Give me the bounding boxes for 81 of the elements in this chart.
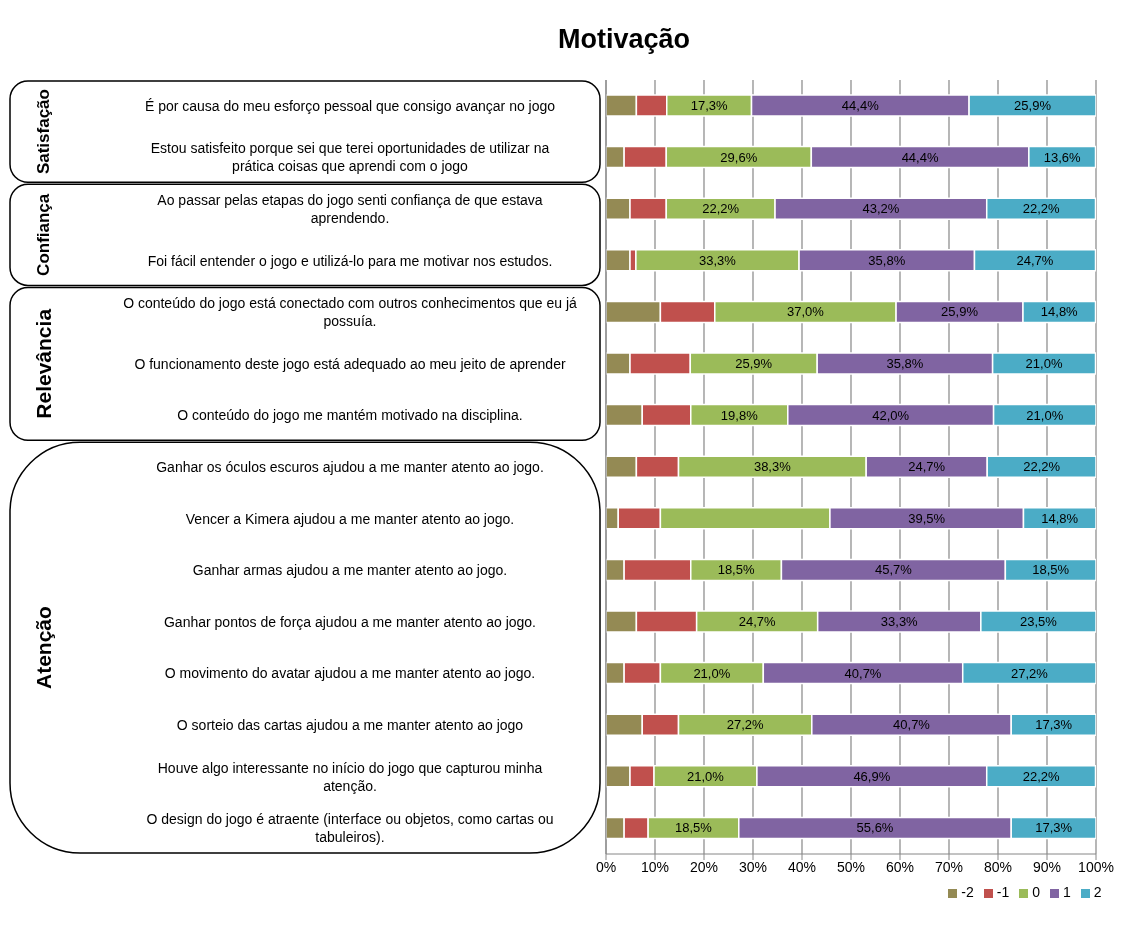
- x-tick-label: 0%: [595, 858, 617, 875]
- data-label: 24,7%: [908, 459, 946, 475]
- data-label: 27,2%: [726, 717, 765, 733]
- data-label: 18,5%: [675, 820, 713, 836]
- data-label: 22,2%: [1022, 201, 1060, 217]
- y-tick-label: Houve algo interessante no início do jogo que capturou minha atenção.: [157, 759, 543, 794]
- data-label: 55,6%: [856, 820, 894, 836]
- x-tick-label: 30%: [738, 858, 768, 875]
- data-label: 19,8%: [720, 407, 759, 423]
- data-label: 21,0%: [693, 665, 731, 681]
- data-label: 13,6%: [1043, 149, 1082, 165]
- legend-label: -2: [961, 884, 974, 900]
- y-tick-label: O design do jogo é atraente (interface ou objetos, como cartas ou tabuleiros).: [146, 811, 554, 846]
- text: Confiança: [34, 193, 54, 276]
- data-label: 46,9%: [853, 768, 891, 784]
- data-label: 35,8%: [868, 252, 906, 268]
- text: Satisfação: [34, 89, 54, 175]
- text: Atenção: [32, 606, 56, 690]
- x-tick-label: 40%: [787, 858, 817, 875]
- data-label: 22,2%: [1023, 459, 1061, 475]
- data-label: 17,3%: [1035, 820, 1073, 836]
- data-label: 25,9%: [941, 304, 979, 320]
- y-tick-label: O movimento do avatar ajudou a me manter atento ao jogo.: [164, 665, 536, 682]
- data-label: 17,3%: [1035, 717, 1073, 733]
- legend-label: 2: [1093, 884, 1102, 900]
- data-label: 27,2%: [1010, 665, 1049, 681]
- data-label: 35,8%: [886, 356, 924, 371]
- y-tick-label: Ao passar pelas etapas do jogo senti confiança de que estava aprendendo.: [157, 192, 543, 226]
- x-tick-label: 10%: [640, 858, 670, 875]
- x-tick-label: 50%: [836, 858, 866, 875]
- legend-label: 1: [1063, 884, 1071, 900]
- data-label: 38,3%: [753, 459, 792, 475]
- data-label: 45,7%: [874, 562, 913, 578]
- y-tick-label: O funcionamento deste jogo está adequado ao meu jeito de aprender: [134, 355, 566, 372]
- y-tick-label: Ganhar os óculos escuros ajudou a me manter atento ao jogo.: [156, 459, 544, 475]
- data-label: 21,0%: [1026, 407, 1064, 423]
- y-tick-label: O conteúdo do jogo me mantém motivado na disciplina.: [177, 407, 523, 424]
- legend-label: 0: [1032, 884, 1041, 900]
- chart-title: Motivação: [556, 23, 691, 56]
- data-label: 18,5%: [1032, 562, 1070, 578]
- data-label: 14,8%: [1040, 304, 1079, 320]
- data-label: 33,3%: [699, 252, 737, 268]
- text: Relevância: [32, 308, 56, 419]
- data-label: 40,7%: [844, 665, 882, 681]
- data-label: 23,5%: [1019, 614, 1058, 629]
- data-label: 24,7%: [1016, 252, 1054, 268]
- data-label: 22,2%: [1022, 768, 1060, 784]
- data-label: 17,3%: [690, 98, 729, 113]
- x-tick-label: 100%: [1078, 858, 1114, 875]
- data-label: 40,7%: [893, 717, 931, 733]
- data-label: 42,0%: [872, 407, 910, 423]
- data-label: 39,5%: [908, 510, 946, 526]
- data-label: 25,9%: [1014, 98, 1052, 113]
- data-label: 18,5%: [717, 562, 755, 578]
- y-tick-label: O conteúdo do jogo está conectado com outros conhecimentos que eu já possuía.: [123, 295, 578, 330]
- data-label: 37,0%: [786, 304, 825, 320]
- y-tick-label: Foi fácil entender o jogo e utilizá-lo para me motivar nos estudos.: [147, 252, 553, 269]
- y-tick-label: Vencer a Kimera ajudou a me manter atento ao jogo.: [185, 510, 515, 527]
- data-label: 24,7%: [738, 614, 777, 629]
- data-label: 21,0%: [1025, 356, 1063, 371]
- y-tick-label: Ganhar pontos de força ajudou a me manter atento ao jogo.: [163, 613, 537, 630]
- data-label: 44,4%: [901, 149, 939, 165]
- data-label: 22,2%: [702, 201, 740, 217]
- y-tick-label: É por causa do meu esforço pessoal que consigo avançar no jogo: [144, 97, 556, 114]
- data-label: 43,2%: [862, 201, 900, 217]
- legend-label: -1: [996, 884, 1010, 900]
- y-tick-label: Ganhar armas ajudou a me manter atento ao jogo.: [192, 562, 508, 579]
- x-tick-label: 90%: [1032, 858, 1062, 875]
- bar: [606, 249, 631, 272]
- data-label: 33,3%: [880, 614, 919, 629]
- data-label: 21,0%: [687, 768, 725, 784]
- y-tick-label: Estou satisfeito porque sei que terei oportunidades de utilizar na prática coisas que aprendi com o jogo: [150, 140, 550, 175]
- x-tick-label: 60%: [885, 858, 915, 875]
- data-label: 44,4%: [841, 98, 880, 113]
- data-label: 25,9%: [735, 356, 773, 371]
- data-label: 29,6%: [720, 149, 758, 165]
- y-tick-label: O sorteio das cartas ajudou a me manter atento ao jogo: [176, 717, 524, 733]
- x-tick-label: 80%: [983, 858, 1013, 875]
- x-tick-label: 20%: [689, 858, 719, 875]
- x-tick-label: 70%: [934, 858, 964, 875]
- data-label: 14,8%: [1041, 510, 1079, 526]
